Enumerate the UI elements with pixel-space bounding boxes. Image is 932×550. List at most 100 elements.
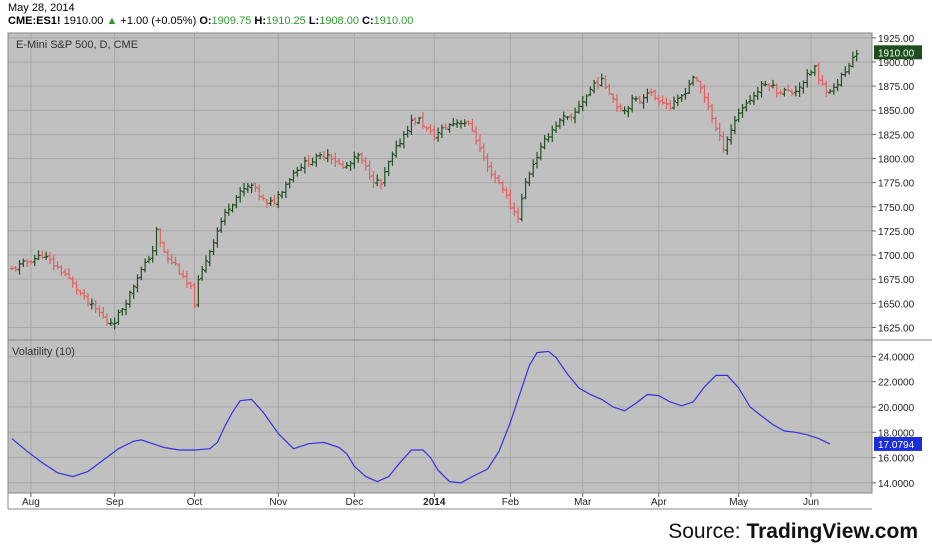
ohlc-bar	[89, 298, 94, 310]
last-price: 1910.00	[63, 15, 104, 27]
ohlc-bar	[710, 104, 715, 124]
header-date: May 28, 2014	[8, 2, 75, 14]
ohlc-bar	[432, 125, 437, 141]
price-axis-tick-label: 1675.00	[878, 275, 915, 286]
ohlc-bar	[394, 140, 399, 158]
ohlc-bar	[649, 88, 654, 97]
ohlc-bar	[302, 156, 307, 174]
ohlc-bar	[367, 160, 372, 180]
ohlc-bar	[276, 191, 281, 209]
ohlc-bar	[272, 194, 277, 206]
ohlc-bar	[801, 80, 806, 94]
ohlc-bar	[215, 227, 220, 248]
ohlc-bar	[706, 92, 711, 111]
ohlc-bar	[633, 96, 638, 102]
ohlc-bar	[557, 117, 562, 129]
ohlc-bar	[451, 118, 456, 127]
low-label: L:	[308, 15, 320, 27]
ohlc-bar	[770, 79, 775, 89]
ohlc-bar	[314, 153, 319, 167]
ohlc-bar	[740, 104, 745, 118]
ohlc-bar	[28, 260, 33, 265]
ohlc-bar	[158, 228, 163, 247]
volatility-axis-tick-label: 18.0000	[878, 428, 915, 439]
ohlc-bar	[824, 80, 829, 97]
ohlc-bar	[44, 251, 49, 260]
ohlc-bar	[839, 72, 844, 87]
volatility-pane-title: Volatility (10)	[12, 346, 75, 358]
ohlc-bar	[287, 177, 292, 189]
ohlc-bar	[854, 49, 859, 62]
ohlc-bar	[660, 95, 665, 105]
price-axis-tick-label: 1800.00	[878, 155, 915, 166]
up-triangle-icon: ▲	[106, 15, 118, 27]
ohlc-bar	[641, 93, 646, 109]
ohlc-bar	[675, 94, 680, 107]
ohlc-bar	[150, 245, 155, 263]
ohlc-bar	[778, 89, 783, 96]
ohlc-bar	[196, 275, 201, 308]
ohlc-bar	[729, 124, 734, 145]
ohlc-bar	[207, 249, 212, 267]
ohlc-bar	[713, 116, 718, 132]
ohlc-bar	[455, 119, 460, 128]
price-axis-tick-label: 1625.00	[878, 323, 915, 334]
ohlc-bar	[116, 309, 121, 326]
ohlc-bar	[203, 255, 208, 273]
ohlc-bar	[793, 85, 798, 97]
ohlc-bar	[786, 84, 791, 92]
ohlc-bar	[86, 293, 91, 307]
ohlc-bar	[382, 167, 387, 187]
ohlc-bar	[344, 161, 349, 169]
ohlc-bar	[101, 306, 106, 319]
ohlc-bar	[268, 196, 273, 206]
x-axis-tick-label: Oct	[187, 497, 203, 508]
ohlc-bar	[611, 93, 616, 103]
ohlc-bar	[200, 265, 205, 281]
source-name: TradingView.com	[746, 520, 918, 543]
ohlc-bar	[820, 74, 825, 86]
ohlc-bar	[401, 130, 406, 149]
ohlc-bar	[493, 170, 498, 184]
ohlc-bar	[630, 94, 635, 113]
last-price-tag	[874, 45, 922, 60]
x-axis-tick-label: Aug	[22, 497, 40, 508]
ohlc-bar	[424, 126, 429, 132]
ohlc-bar	[767, 82, 772, 91]
ohlc-bar	[238, 187, 243, 203]
quote-line: CME:ES1! 1910.00 ▲ +1.00 (+0.05%) O:1909…	[8, 15, 413, 27]
x-axis-tick-label: Feb	[502, 497, 520, 508]
ohlc-bar	[112, 317, 117, 330]
ohlc-bar	[337, 158, 342, 165]
ohlc-bar	[264, 198, 269, 208]
ohlc-bar	[599, 73, 604, 87]
x-axis-tick-label: Apr	[651, 497, 667, 508]
ohlc-bar	[847, 62, 852, 75]
price-axis-tick-label: 1875.00	[878, 82, 915, 93]
ohlc-bar	[9, 265, 14, 271]
price-axis-tick-label: 1750.00	[878, 203, 915, 214]
ohlc-bar	[466, 120, 471, 126]
ohlc-bar	[565, 116, 570, 121]
grid-lines	[8, 33, 872, 493]
ohlc-bar	[261, 194, 266, 201]
ohlc-bar	[245, 183, 250, 193]
volatility-axis-tick-label: 20.0000	[878, 403, 915, 414]
ohlc-bar	[55, 261, 60, 270]
ohlc-bar	[283, 181, 288, 198]
ohlc-bar	[603, 75, 608, 90]
ohlc-bar	[363, 156, 368, 171]
ohlc-bar	[653, 89, 657, 101]
ohlc-bar	[508, 189, 513, 210]
ohlc-bar	[759, 81, 764, 98]
ohlc-bar	[299, 163, 304, 172]
ohlc-bar	[496, 174, 501, 185]
ohlc-bar	[443, 123, 448, 131]
ohlc-bar	[417, 116, 422, 125]
low-value: 1908.00	[319, 15, 359, 27]
ohlc-bar	[664, 97, 669, 110]
ohlc-bar	[489, 161, 494, 179]
ohlc-bar	[108, 318, 113, 326]
price-chart-title: E-Mini S&P 500, D, CME	[16, 39, 138, 51]
chart-canvas[interactable]: E-Mini S&P 500, D, CME Volatility (10) 162…	[0, 0, 932, 520]
